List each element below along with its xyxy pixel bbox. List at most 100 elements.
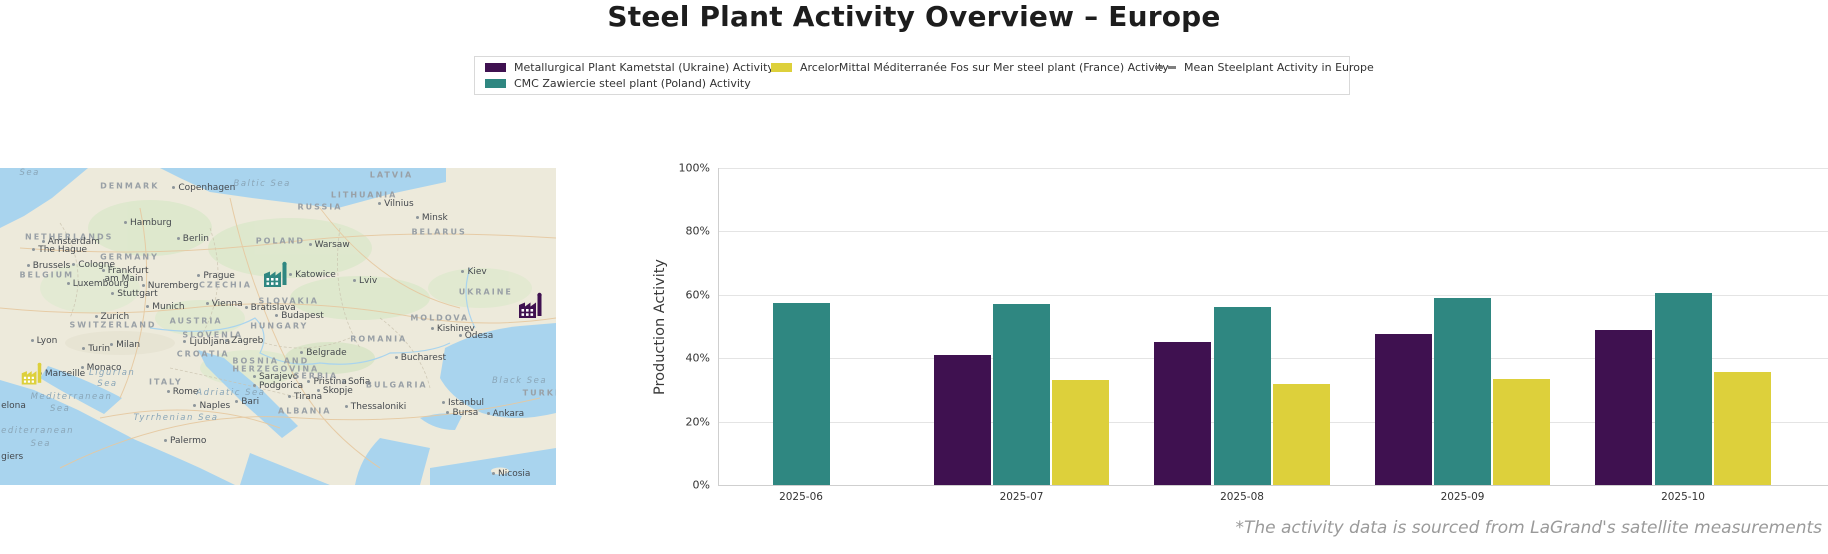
city-dot xyxy=(183,340,187,344)
map-label-city: Milan xyxy=(110,340,140,350)
map-label-city: Munich xyxy=(146,302,185,312)
map-label-city: Rome xyxy=(166,387,198,397)
city-dot xyxy=(41,240,45,244)
map-label-country: DENMARK xyxy=(100,181,160,191)
map-label-city: Kishinev xyxy=(430,324,475,334)
europe-map[interactable]: Sea Baltic Sea DENMARK Copenhagen LATVIA LITH… xyxy=(0,168,556,485)
city-dot xyxy=(289,273,293,277)
gridline xyxy=(718,358,1828,360)
city-dot xyxy=(252,374,256,378)
legend-item-1: ArcelorMittal Méditerranée Fos sur Mer s… xyxy=(771,61,1169,74)
map-label-city: Vilnius xyxy=(378,199,414,209)
factory-icon xyxy=(519,292,542,318)
map-label-city: Bucharest xyxy=(394,353,446,363)
map-label-city: Minsk xyxy=(415,213,448,223)
map-island-cyprus xyxy=(491,467,509,475)
map-label-city: Istanbul xyxy=(442,398,484,408)
city-dot xyxy=(176,237,180,240)
bar-series0-2025-10 xyxy=(1595,329,1653,485)
city-dot xyxy=(123,221,127,225)
city-dot xyxy=(446,410,450,414)
map-label-city: Sarajevo xyxy=(252,372,298,382)
city-dot xyxy=(80,366,84,370)
map-label-country: SLOVENIA xyxy=(182,330,244,340)
y-axis-label: Production Activity xyxy=(652,259,668,395)
bar-series0-2025-07 xyxy=(933,355,991,485)
map-label-city: Nuremberg xyxy=(141,281,199,291)
plant-marker[interactable] xyxy=(262,261,292,291)
map-label-country: TURKE xyxy=(522,388,556,398)
city-dot xyxy=(300,351,304,355)
bar-series2-2025-09 xyxy=(1493,378,1551,485)
map-label-sea: Sea xyxy=(50,404,71,415)
map-label-city: Warsaw xyxy=(308,240,350,250)
color-swatch xyxy=(771,63,792,72)
color-swatch xyxy=(485,79,506,88)
map-label-city: Bratislava xyxy=(244,303,296,313)
y-tick-label: 0% xyxy=(692,478,710,492)
map-label-city: Nicosia xyxy=(492,469,530,479)
gridline xyxy=(718,421,1828,423)
map-label-city: Budapest xyxy=(275,311,324,321)
city-dot xyxy=(205,301,209,305)
city-dot xyxy=(394,356,398,360)
dashed-line-swatch xyxy=(1155,66,1176,69)
city-dot xyxy=(101,269,105,273)
city-dot xyxy=(415,216,419,220)
x-tick-label: 2025-09 xyxy=(1440,491,1485,503)
map-label-country: SERBIA xyxy=(293,371,339,381)
map-label-city: Brussels xyxy=(26,261,70,271)
bar-series2-2025-07 xyxy=(1052,380,1110,485)
legend-label: Mean Steelplant Activity in Europe xyxy=(1184,61,1374,74)
y-tick-label: 60% xyxy=(685,288,710,302)
legend-item-3: CMC Zawiercie steel plant (Poland) Activ… xyxy=(485,77,771,90)
map-label-city: Tirana xyxy=(288,392,322,402)
map-label-city: Bari xyxy=(235,397,259,407)
map-label-country: HERZEGOVINA xyxy=(232,364,320,374)
map-label-city: Katowice xyxy=(289,270,336,280)
plant-marker[interactable] xyxy=(20,362,46,388)
bar-series1-2025-07 xyxy=(993,304,1050,485)
map-label-country: BULGARIA xyxy=(365,380,428,390)
map-label-city: Thessaloniki xyxy=(344,402,406,412)
gridline xyxy=(718,231,1828,233)
map-roads xyxy=(0,197,556,469)
map-label-city: Zagreb xyxy=(225,336,263,346)
map-label-city: Monaco xyxy=(80,363,122,373)
factory-icon xyxy=(263,261,287,288)
map-label-country: BELGIUM xyxy=(19,270,75,280)
bar-series2-2025-10 xyxy=(1713,372,1771,485)
bar-series1-2025-10 xyxy=(1654,293,1712,485)
city-dot xyxy=(166,389,170,393)
city-dot xyxy=(32,248,36,252)
city-dot xyxy=(82,347,86,350)
map-label-country: CZECHIA xyxy=(199,280,252,290)
map-label-city: Lviv xyxy=(353,276,377,286)
city-dot xyxy=(164,438,168,442)
y-tick-label: 20% xyxy=(685,415,710,429)
map-label-city: Vienna xyxy=(205,299,243,309)
y-axis-spine xyxy=(718,168,719,485)
map-label-city: Ljubljana xyxy=(183,337,230,347)
map-label-sea: Sea xyxy=(30,439,51,450)
bar-series1-2025-08 xyxy=(1213,307,1271,485)
map-label-sea: Adriatic Sea xyxy=(196,388,266,399)
map-label-city: Sofia xyxy=(341,377,370,387)
map-label-country: HUNGARY xyxy=(250,321,309,331)
map-label-sea: Black Sea xyxy=(492,375,548,386)
map-label-city: Copenhagen xyxy=(172,183,235,193)
legend-label: CMC Zawiercie steel plant (Poland) Activ… xyxy=(514,77,751,90)
map-label-sea: Sea xyxy=(97,378,118,389)
legend-item-2: Mean Steelplant Activity in Europe xyxy=(1155,61,1374,74)
plant-marker[interactable] xyxy=(517,292,547,322)
city-dot xyxy=(66,282,70,286)
legend-label: ArcelorMittal Méditerranée Fos sur Mer s… xyxy=(800,61,1169,74)
city-dot xyxy=(111,292,115,296)
map-label-sea: editerranean xyxy=(1,425,75,436)
map-label-city: Turin xyxy=(82,344,110,354)
city-dot xyxy=(344,404,348,408)
map-label-city: Naples xyxy=(193,401,230,411)
map-label-city: Bursa xyxy=(446,408,478,418)
map-label-country: MOLDOVA xyxy=(410,313,470,323)
